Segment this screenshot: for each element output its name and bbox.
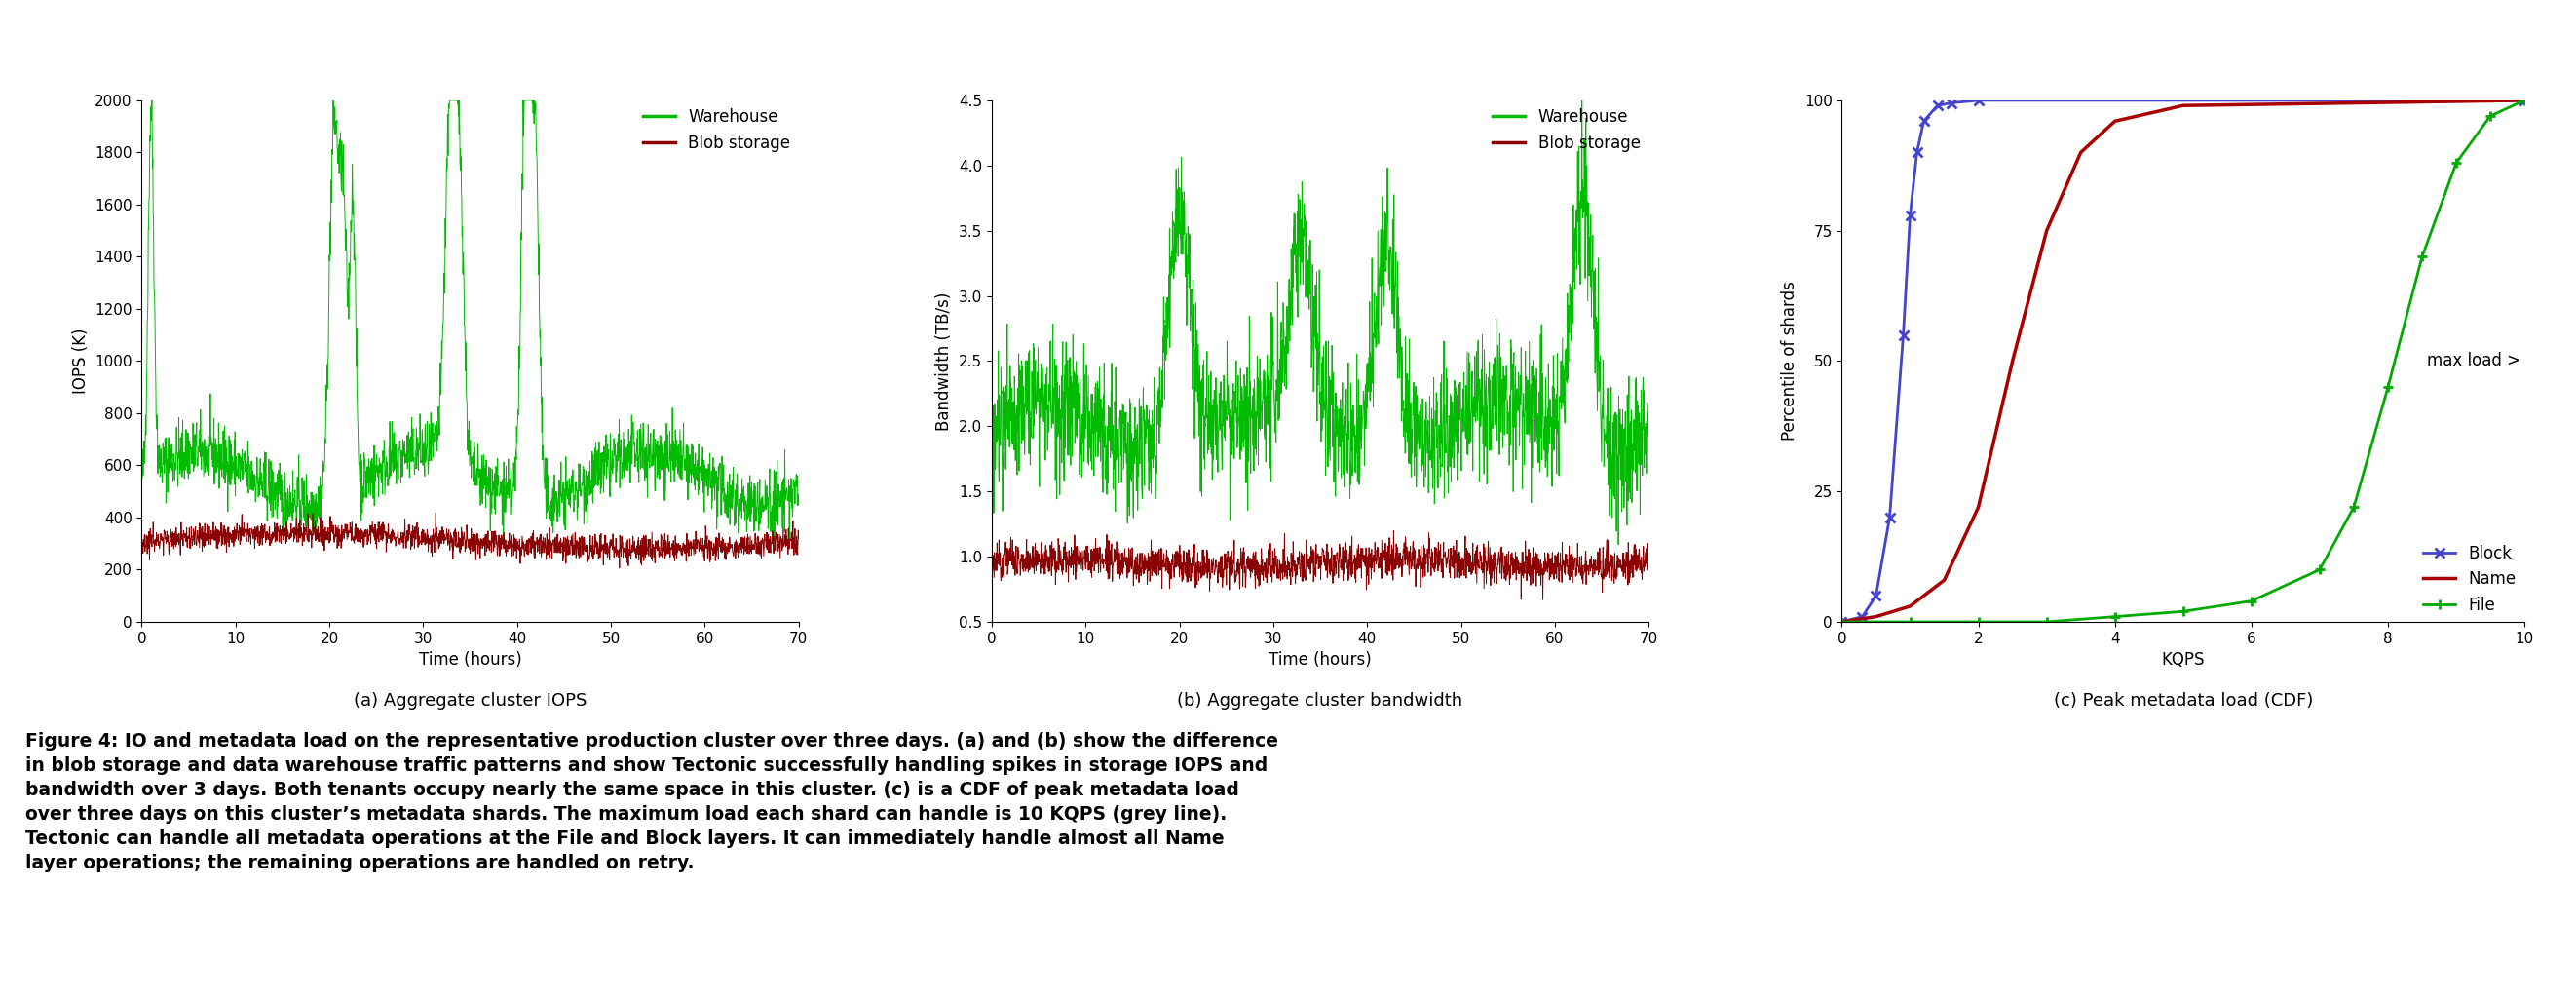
Name (1929, 574, 1960, 586)
Name (1963, 502, 1994, 514)
Block (1847, 611, 1878, 623)
Text: (c) Peak metadata load (CDF): (c) Peak metadata load (CDF) (2053, 692, 2313, 709)
File (1893, 616, 1924, 628)
Block (1826, 616, 1857, 628)
Legend: Block, Name, File: Block, Name, File (2424, 545, 2517, 614)
Text: max load >: max load > (2427, 352, 2522, 370)
X-axis label: Time (hours): Time (hours) (1270, 651, 1370, 669)
Block (1893, 209, 1924, 221)
Name (1826, 616, 1857, 628)
Name (1996, 355, 2027, 367)
Name (1893, 600, 1924, 612)
File (2476, 110, 2506, 122)
Block (1901, 146, 1932, 158)
Y-axis label: Bandwidth (TB/s): Bandwidth (TB/s) (935, 292, 953, 430)
Name (2509, 94, 2540, 106)
Name (2030, 225, 2061, 237)
File (2236, 595, 2267, 607)
Block (1935, 97, 1965, 109)
Name (1860, 611, 1891, 623)
Block (1963, 94, 1994, 106)
File (2339, 502, 2370, 514)
Block (1860, 590, 1891, 602)
File (2169, 606, 2200, 618)
Legend: Warehouse, Blob storage: Warehouse, Blob storage (1492, 108, 1641, 151)
Block (1922, 99, 1953, 111)
Y-axis label: IOPS (K): IOPS (K) (72, 328, 90, 394)
Text: (b) Aggregate cluster bandwidth: (b) Aggregate cluster bandwidth (1177, 692, 1463, 709)
X-axis label: KQPS: KQPS (2161, 651, 2205, 669)
File (2306, 564, 2336, 576)
X-axis label: Time (hours): Time (hours) (420, 651, 520, 669)
Name (2099, 115, 2130, 127)
File (2030, 616, 2061, 628)
Line: File: File (1837, 95, 2530, 627)
Text: Figure 4: IO and metadata load on the representative production cluster over thr: Figure 4: IO and metadata load on the re… (26, 732, 1278, 873)
Name (2169, 99, 2200, 111)
File (2406, 251, 2437, 263)
Y-axis label: Percentile of shards: Percentile of shards (1780, 281, 1798, 441)
Block (1909, 115, 1940, 127)
File (2509, 94, 2540, 106)
Block (2509, 94, 2540, 106)
Legend: Warehouse, Blob storage: Warehouse, Blob storage (641, 108, 791, 151)
File (1963, 616, 1994, 628)
File (2099, 611, 2130, 623)
File (1826, 616, 1857, 628)
Block (1888, 329, 1919, 341)
Text: (a) Aggregate cluster IOPS: (a) Aggregate cluster IOPS (353, 692, 587, 709)
Line: Name: Name (1842, 100, 2524, 622)
Line: Block: Block (1837, 95, 2530, 627)
File (2372, 381, 2403, 393)
Block (1875, 512, 1906, 524)
Name (2066, 146, 2097, 158)
File (2442, 156, 2473, 169)
